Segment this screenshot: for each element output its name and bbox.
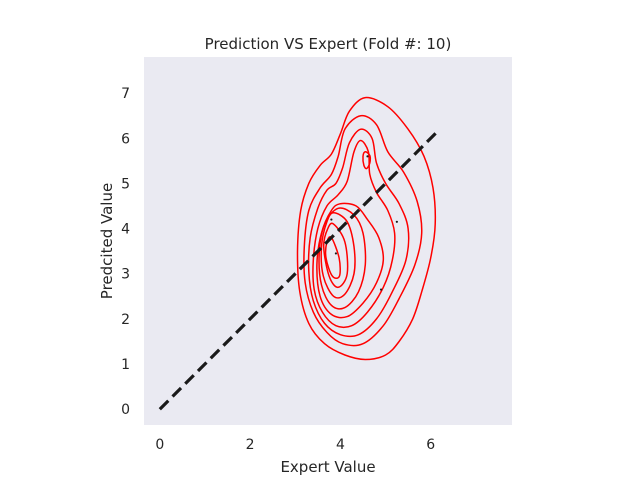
contour-level-2 (303, 114, 423, 347)
contour-level-1 (296, 96, 437, 361)
x-tick-label: 6 (426, 437, 435, 453)
contour-level-7 (320, 212, 356, 299)
y-tick-label: 4 (121, 222, 130, 238)
y-axis-label: Predcited Value (98, 183, 116, 299)
y-tick-label: 6 (121, 131, 130, 147)
x-tick-label: 4 (336, 437, 345, 453)
data-point (395, 220, 398, 223)
y-tick-label: 5 (121, 176, 130, 192)
data-point (330, 218, 333, 221)
x-tick-label: 0 (155, 437, 164, 453)
reference-line (158, 130, 439, 411)
contour-level-4 (312, 139, 396, 329)
data-point (379, 288, 383, 291)
x-tick-group: 0 2 4 6 (155, 437, 435, 453)
data-point (334, 252, 338, 255)
y-tick-label: 7 (121, 86, 130, 102)
y-tick-label: 1 (121, 357, 130, 373)
contour-level-8 (322, 222, 349, 289)
contour-level-6 (318, 207, 367, 310)
contour-level-10 (362, 151, 371, 170)
y-tick-group: 0 1 2 3 4 5 6 7 (121, 86, 130, 418)
y-tick-label: 2 (121, 312, 130, 328)
contour-level-3 (307, 128, 410, 338)
x-tick-label: 2 (246, 437, 255, 453)
chart-title: Prediction VS Expert (Fold #: 10) (205, 35, 452, 53)
contour-group (296, 96, 437, 361)
y-tick-label: 0 (121, 402, 130, 418)
data-point (366, 155, 369, 158)
y-tick-label: 3 (121, 267, 130, 283)
x-axis-label: Expert Value (280, 458, 375, 476)
point-group (330, 155, 398, 291)
